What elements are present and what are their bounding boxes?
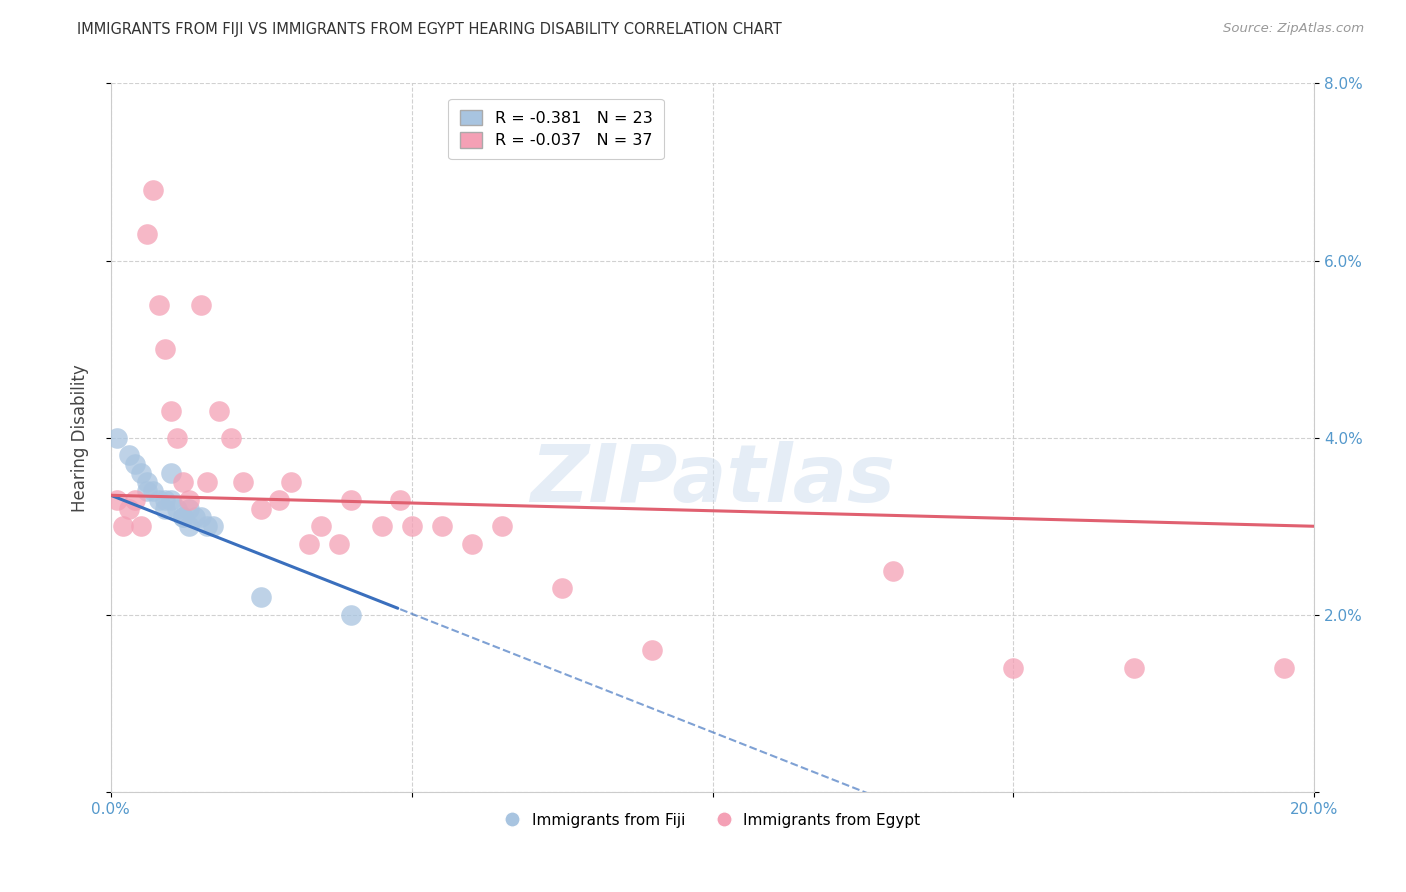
Point [105, 431, 128, 445]
Point [118, 501, 141, 516]
Point [153, 492, 176, 507]
Point [177, 519, 200, 533]
Point [177, 492, 200, 507]
Point [124, 457, 146, 471]
Point [1122, 661, 1144, 675]
Legend: Immigrants from Fiji, Immigrants from Egypt: Immigrants from Fiji, Immigrants from Eg… [498, 806, 927, 834]
Point [280, 475, 302, 489]
Point [148, 298, 170, 312]
Point [269, 492, 291, 507]
Point [219, 431, 242, 445]
Point [184, 510, 207, 524]
Point [551, 581, 574, 595]
Point [401, 519, 423, 533]
Point [153, 501, 176, 516]
Point [232, 475, 254, 489]
Y-axis label: Hearing Disability: Hearing Disability [72, 364, 89, 512]
Point [340, 492, 363, 507]
Point [1002, 661, 1025, 675]
Point [135, 483, 157, 498]
Point [135, 227, 157, 241]
Point [172, 475, 194, 489]
Point [202, 519, 225, 533]
Point [142, 483, 165, 498]
Point [328, 537, 350, 551]
Point [166, 501, 188, 516]
Point [160, 404, 183, 418]
Text: ZIPatlas: ZIPatlas [530, 442, 896, 519]
Point [166, 431, 188, 445]
Point [250, 590, 273, 604]
Point [142, 183, 165, 197]
Point [208, 404, 231, 418]
Point [190, 298, 212, 312]
Point [160, 492, 183, 507]
Point [195, 475, 218, 489]
Point [177, 501, 200, 516]
Point [195, 519, 218, 533]
Point [153, 342, 176, 356]
Point [491, 519, 513, 533]
Point [129, 466, 152, 480]
Point [148, 492, 170, 507]
Point [111, 519, 134, 533]
Point [430, 519, 453, 533]
Point [190, 510, 212, 524]
Point [172, 510, 194, 524]
Point [105, 492, 128, 507]
Text: IMMIGRANTS FROM FIJI VS IMMIGRANTS FROM EGYPT HEARING DISABILITY CORRELATION CHA: IMMIGRANTS FROM FIJI VS IMMIGRANTS FROM … [77, 22, 782, 37]
Point [311, 519, 333, 533]
Point [250, 501, 273, 516]
Point [172, 510, 194, 524]
Point [118, 449, 141, 463]
Point [461, 537, 484, 551]
Point [388, 492, 411, 507]
Point [298, 537, 321, 551]
Point [370, 519, 392, 533]
Point [160, 466, 183, 480]
Point [124, 492, 146, 507]
Point [340, 607, 363, 622]
Point [882, 564, 904, 578]
Point [129, 519, 152, 533]
Point [1272, 661, 1295, 675]
Point [135, 475, 157, 489]
Point [641, 643, 664, 657]
Text: Source: ZipAtlas.com: Source: ZipAtlas.com [1223, 22, 1364, 36]
